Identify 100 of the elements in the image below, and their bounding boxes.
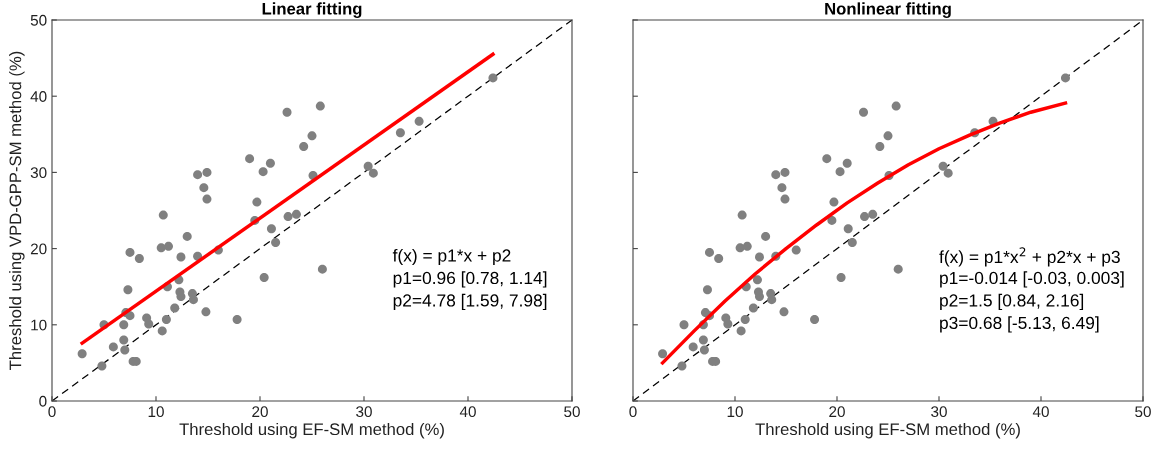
point xyxy=(699,345,709,355)
annotation: p3=0.68 [-5.13, 6.49] xyxy=(940,316,1099,333)
x-tick-label: 10 xyxy=(727,406,743,418)
point xyxy=(771,170,781,180)
x-tick-label: 40 xyxy=(459,406,476,418)
point xyxy=(125,247,135,257)
point xyxy=(868,209,878,219)
point xyxy=(157,326,167,336)
point xyxy=(835,167,845,177)
x-axis-title: Threshold using EF-SM method (%) xyxy=(755,422,1020,439)
point xyxy=(679,320,689,330)
x-tick-label: 10 xyxy=(148,406,164,418)
x-tick-label: 0 xyxy=(629,406,637,418)
point xyxy=(843,224,853,234)
point xyxy=(201,307,211,317)
point xyxy=(176,292,186,302)
point xyxy=(77,349,87,359)
chart-title: Nonlinear fitting xyxy=(825,2,951,18)
point xyxy=(282,107,292,117)
point xyxy=(740,314,750,324)
point xyxy=(108,342,118,352)
y-tick-label: 30 xyxy=(30,167,47,179)
point xyxy=(368,168,378,178)
annotation: p2=1.5 [0.84, 2.16] xyxy=(940,293,1084,311)
point xyxy=(488,73,498,83)
point xyxy=(363,161,373,171)
point xyxy=(943,168,953,178)
x-tick-label: 50 xyxy=(1135,406,1151,418)
point xyxy=(123,285,133,295)
point xyxy=(677,361,687,371)
point xyxy=(119,320,129,330)
point xyxy=(891,101,901,111)
x-tick-label: 0 xyxy=(48,406,56,418)
point xyxy=(780,167,790,177)
point xyxy=(1060,73,1070,83)
y-axis-title: Threshold using VPD-GPP-SM method (%) xyxy=(9,51,25,370)
point xyxy=(414,116,424,126)
point xyxy=(847,238,857,247)
point xyxy=(836,273,846,283)
point xyxy=(791,245,801,255)
point xyxy=(283,212,293,222)
chart-title: Linear fitting xyxy=(262,2,362,18)
point xyxy=(688,342,698,352)
point xyxy=(761,231,771,241)
point xyxy=(170,303,180,313)
x-tick-label: 20 xyxy=(252,406,268,418)
y-tick-label: 50 xyxy=(30,14,47,26)
point xyxy=(748,303,758,313)
point xyxy=(232,314,242,324)
point xyxy=(188,295,198,305)
point xyxy=(258,167,268,177)
point xyxy=(754,292,764,302)
point xyxy=(271,238,281,247)
point xyxy=(266,224,276,234)
point xyxy=(119,335,129,345)
point xyxy=(860,212,870,222)
point xyxy=(315,101,325,111)
annotation: p1=-0.014 [-0.03, 0.003] xyxy=(940,271,1124,288)
point xyxy=(893,264,903,274)
annotation: p2=4.78 [1.59, 7.98] xyxy=(393,293,547,311)
point xyxy=(299,141,309,151)
point xyxy=(158,210,168,220)
point xyxy=(842,158,852,168)
point xyxy=(723,319,733,329)
point xyxy=(705,247,714,257)
point xyxy=(883,131,893,141)
point xyxy=(829,197,839,207)
point xyxy=(245,154,255,164)
x-tick-label: 50 xyxy=(564,406,580,418)
x-tick-label: 30 xyxy=(931,406,947,418)
y-tick-label: 10 xyxy=(31,319,47,331)
point xyxy=(144,319,154,329)
y-tick-label: 40 xyxy=(30,91,47,102)
point xyxy=(736,326,746,336)
point xyxy=(97,361,107,371)
point xyxy=(742,241,752,251)
point xyxy=(827,215,837,225)
point xyxy=(163,241,173,251)
x-tick-label: 40 xyxy=(1032,406,1049,418)
point xyxy=(938,161,948,171)
point xyxy=(822,154,832,164)
point xyxy=(859,107,869,117)
point xyxy=(134,254,144,264)
point xyxy=(193,170,203,180)
point xyxy=(698,335,708,345)
point xyxy=(252,197,262,207)
point xyxy=(875,141,885,151)
point xyxy=(779,307,789,317)
point xyxy=(810,314,820,324)
point xyxy=(259,273,269,283)
annotation: p1=0.96 [0.78, 1.14] xyxy=(393,271,547,288)
point xyxy=(176,252,186,262)
x-tick-label: 30 xyxy=(356,406,372,418)
point xyxy=(767,295,777,305)
point xyxy=(317,264,327,274)
point xyxy=(120,345,130,355)
point xyxy=(658,349,668,359)
y-tick-label: 0 xyxy=(39,395,47,407)
point xyxy=(199,183,209,193)
point xyxy=(202,194,212,204)
